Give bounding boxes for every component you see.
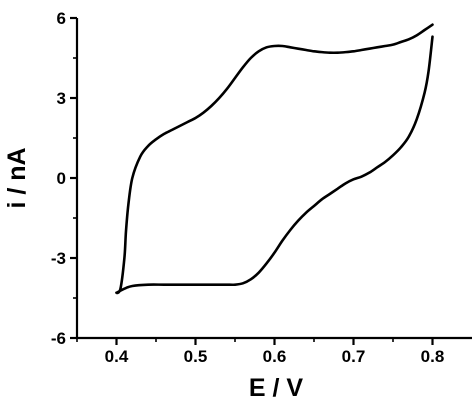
x-tick-label: 0.8 — [421, 347, 445, 366]
x-axis-label: E / V — [249, 374, 304, 402]
x-tick-label: 0.4 — [105, 347, 129, 366]
x-tick-label: 0.5 — [184, 347, 208, 366]
y-axis-label: i / nA — [3, 147, 31, 208]
axes — [75, 18, 472, 340]
y-tick-label: -6 — [51, 329, 66, 348]
y-tick-label: -3 — [51, 249, 66, 268]
cv-curve — [115, 23, 434, 295]
x-tick-label: 0.6 — [263, 347, 287, 366]
y-tick-label: 3 — [57, 89, 66, 108]
y-tick-label: 6 — [57, 9, 66, 28]
tick-labels: 0.4 0.5 0.6 0.7 0.8 -6 -3 0 3 6 — [51, 9, 444, 366]
y-tick-label: 0 — [57, 169, 66, 188]
x-tick-label: 0.7 — [342, 347, 366, 366]
series-group — [115, 23, 434, 295]
ticks — [70, 16, 434, 345]
